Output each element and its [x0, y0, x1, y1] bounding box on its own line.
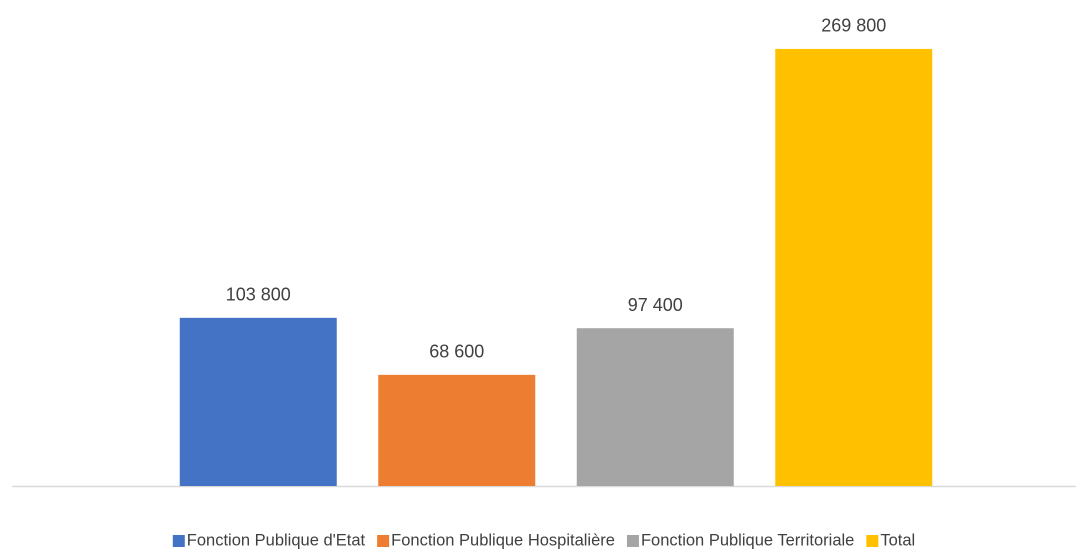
- legend-label: Fonction Publique Territoriale: [641, 531, 854, 549]
- legend-swatch: [866, 535, 879, 547]
- bar: [576, 328, 734, 486]
- bar: [775, 48, 933, 486]
- legend-label: Fonction Publique d'Etat: [187, 531, 366, 549]
- legend-swatch: [377, 535, 390, 547]
- bar: [378, 374, 536, 486]
- data-label: 103 800: [226, 285, 291, 305]
- data-label: 68 600: [429, 342, 484, 362]
- legend-label: Total: [880, 531, 915, 549]
- legend-swatch: [172, 535, 185, 547]
- data-label: 97 400: [628, 295, 683, 315]
- data-label: 269 800: [821, 16, 886, 36]
- legend-swatch: [626, 535, 639, 547]
- legend-label: Fonction Publique Hospitalière: [391, 531, 615, 549]
- bar: [179, 317, 337, 486]
